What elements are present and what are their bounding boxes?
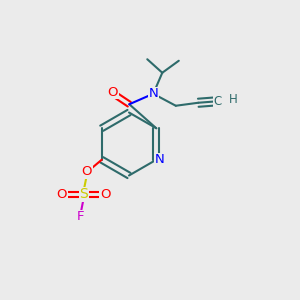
Text: O: O: [82, 165, 92, 178]
Text: O: O: [107, 86, 118, 99]
Text: C: C: [214, 95, 222, 108]
Text: H: H: [229, 93, 238, 106]
Text: N: N: [155, 153, 165, 166]
Text: N: N: [148, 87, 158, 100]
Text: S: S: [79, 187, 88, 201]
Text: F: F: [77, 210, 85, 223]
Text: O: O: [100, 188, 110, 201]
Text: O: O: [57, 188, 67, 201]
